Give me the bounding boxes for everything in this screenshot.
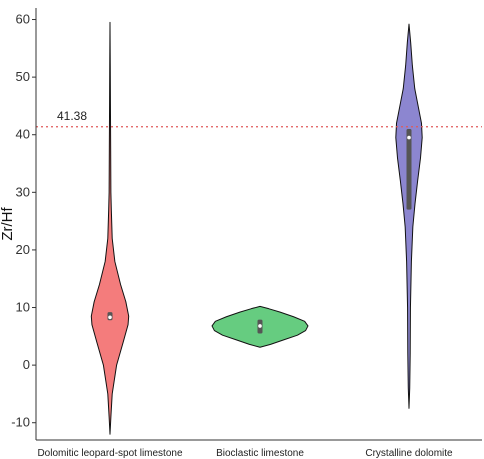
median-point xyxy=(407,135,411,140)
x-category-label: Bioclastic limestone xyxy=(216,448,304,459)
y-tick-label: 20 xyxy=(16,242,30,257)
median-point xyxy=(108,315,112,320)
violin-body xyxy=(90,21,130,435)
x-axis-labels: Dolomitic leopard-spot limestone Bioclast… xyxy=(37,448,453,459)
violin-body xyxy=(395,23,423,409)
x-category-label: Crystalline dolomite xyxy=(365,448,453,459)
y-tick-label: 0 xyxy=(23,357,30,372)
y-tick-label: -10 xyxy=(11,415,30,430)
iqr-box xyxy=(406,128,412,210)
y-axis-title: Zr/Hf xyxy=(0,207,16,241)
y-tick-label: 40 xyxy=(16,127,30,142)
y-tick-label: 50 xyxy=(16,69,30,84)
y-tick-label: 30 xyxy=(16,184,30,199)
plot-layer: 41.38 xyxy=(36,21,482,435)
y-tick-label: 60 xyxy=(16,12,30,27)
median-point xyxy=(258,324,262,328)
reference-line-label: 41.38 xyxy=(57,109,87,123)
y-tick-label: 10 xyxy=(16,300,30,315)
y-axis-ticks: -10 0 10 20 30 40 50 60 xyxy=(11,12,36,430)
x-category-label: Dolomitic leopard-spot limestone xyxy=(37,448,183,459)
